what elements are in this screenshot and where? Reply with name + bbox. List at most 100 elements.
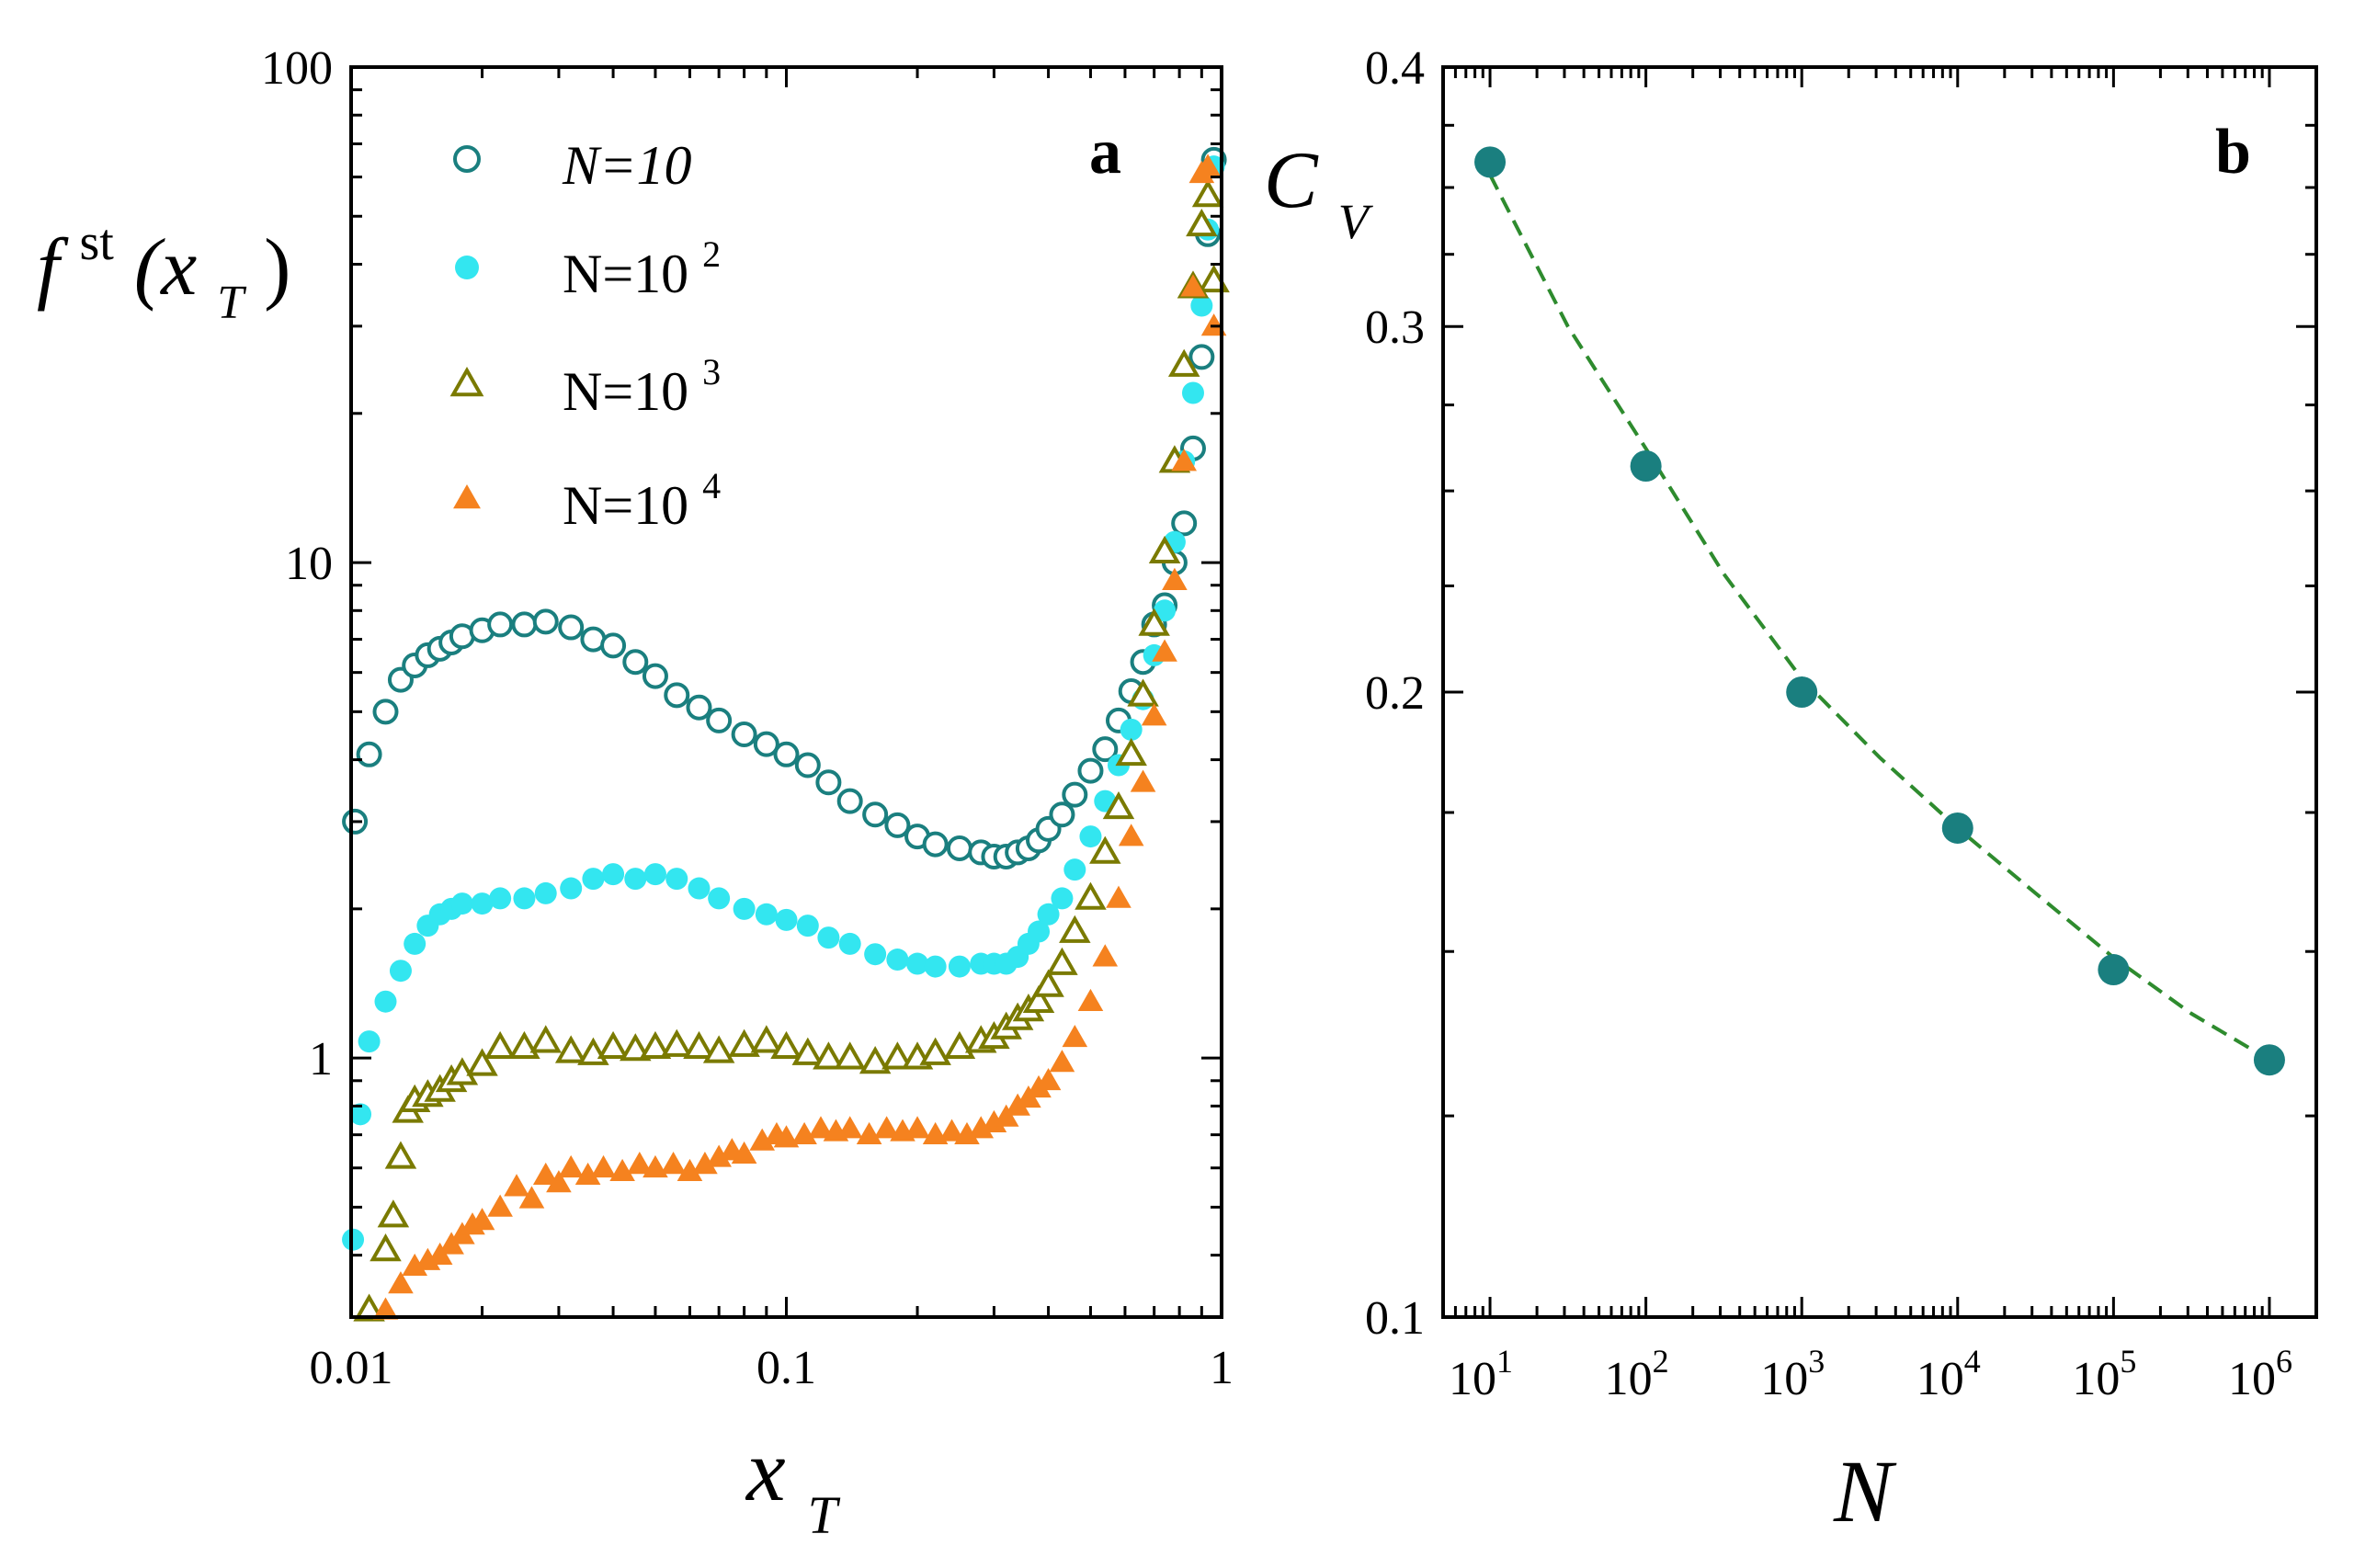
- series-3-point: [731, 1141, 757, 1164]
- series-1-point: [775, 908, 798, 931]
- series-2-point: [1148, 535, 1181, 563]
- series-1-point: [665, 868, 688, 891]
- legend-label-n10000-main: N=10: [563, 475, 688, 536]
- legend-marker-n100: [455, 256, 479, 279]
- series-3-point: [609, 1158, 635, 1182]
- panel-a-tick-labels: 0.01 0.1 1 1 10 100: [261, 42, 1234, 1394]
- series-0-point: [1092, 736, 1119, 763]
- y-tick-label: 0.1: [1365, 1292, 1425, 1345]
- series-2-point: [661, 1028, 693, 1057]
- series-3-point: [873, 1116, 900, 1139]
- series-3-point: [546, 1170, 572, 1193]
- series-2-point: [1191, 179, 1224, 208]
- series-0-point: [642, 663, 668, 689]
- panel-b-ylabel-main: C: [1264, 136, 1319, 225]
- legend-item-n1000: N=10 3: [449, 351, 721, 422]
- series-1-point: [796, 915, 819, 937]
- legend-marker-n10000: [453, 484, 481, 509]
- series-1-point: [471, 892, 494, 915]
- series-2-point: [919, 1037, 951, 1065]
- y-tick-label: 0.2: [1365, 667, 1425, 720]
- series-2-point: [1127, 678, 1159, 707]
- panel-b-tick-labels: 101 102 103 104 105 106 0.1 0.2 0.3 0.4: [1365, 42, 2292, 1405]
- series-0-point: [1077, 757, 1104, 784]
- series-3-point: [791, 1121, 817, 1144]
- series-2-point: [353, 1293, 385, 1322]
- series-3-point: [836, 1116, 863, 1139]
- series-1-point: [924, 955, 947, 978]
- series-2-point: [1059, 915, 1091, 943]
- series-2-point: [791, 1037, 824, 1065]
- series-0-point: [706, 707, 733, 733]
- series-0-point: [946, 835, 972, 861]
- series-1-point: [886, 949, 909, 971]
- series-2-point: [554, 1035, 587, 1063]
- cv-point: [1786, 676, 1818, 708]
- series-1-point: [1120, 718, 1143, 741]
- legend-label-n10-main: N=10: [562, 135, 692, 196]
- series-0-point: [487, 611, 514, 638]
- series-3-point: [1141, 703, 1167, 726]
- series-2-point: [1075, 881, 1107, 910]
- series-3-point: [1035, 1067, 1062, 1091]
- series-0-point: [1049, 801, 1075, 828]
- series-3-point: [808, 1116, 834, 1139]
- series-2-point: [881, 1041, 914, 1070]
- panel-a-xlabel-sub: T: [808, 1485, 841, 1545]
- legend-label-n100-main: N=10: [563, 244, 688, 304]
- legend-label-n1000-sup: 3: [702, 351, 721, 392]
- series-1-point: [1154, 599, 1177, 622]
- legend-label-n10000-sup: 4: [702, 465, 721, 506]
- series-3-point: [904, 1116, 930, 1139]
- legend-marker-0: [453, 145, 481, 173]
- series-2-point: [597, 1030, 630, 1060]
- series-2-point: [728, 1028, 760, 1057]
- series-3-point: [1118, 824, 1144, 846]
- legend-label-n100-sup: 2: [702, 233, 721, 275]
- series-2-point: [620, 1033, 652, 1062]
- series-3-point: [773, 1125, 800, 1148]
- series-0-point: [815, 769, 842, 796]
- series-2-point: [377, 1199, 410, 1228]
- series-3-point: [954, 1121, 980, 1144]
- series-1-point: [404, 932, 426, 955]
- panel-b-xlabel: N: [1833, 1442, 1897, 1540]
- panel-b-ylabel-sub: V: [1338, 194, 1374, 249]
- series-2-point: [1022, 984, 1055, 1014]
- series-1-point: [1079, 825, 1102, 848]
- series-0-point: [686, 694, 712, 721]
- series-3-point: [1106, 885, 1132, 908]
- series-3-point: [1049, 1050, 1075, 1073]
- cv-point: [2098, 954, 2130, 986]
- panel-a-ylabel: f st (x T ): [37, 188, 290, 336]
- series-2-point: [1089, 835, 1121, 864]
- series-0-point: [1171, 510, 1198, 537]
- x-tick-label: 105: [2072, 1343, 2136, 1405]
- cv-point: [2253, 1044, 2285, 1076]
- series-3-point: [504, 1174, 529, 1197]
- series-1-point: [948, 955, 971, 978]
- series-2-point: [683, 1030, 715, 1060]
- series-2-point: [859, 1046, 892, 1074]
- x-tick-label: 0.1: [756, 1342, 816, 1394]
- series-1-point: [688, 877, 711, 900]
- series-1-point: [1063, 858, 1086, 881]
- series-0-point: [862, 801, 889, 828]
- series-2-point: [834, 1041, 866, 1070]
- x-tick-label: 104: [1916, 1343, 1981, 1405]
- series-3-point: [749, 1128, 776, 1151]
- series-0-point: [1062, 781, 1088, 808]
- series-3-point: [706, 1144, 732, 1167]
- series-0-point: [794, 752, 821, 778]
- series-2-point: [770, 1030, 802, 1060]
- series-0-point: [922, 831, 949, 858]
- y-tick-label: 100: [261, 42, 333, 95]
- series-2-point: [466, 1048, 498, 1076]
- panel-b-letter: b: [2215, 117, 2251, 187]
- panel-a-ylabel-sub: T: [217, 277, 246, 329]
- cv-point: [1630, 449, 1662, 482]
- panel-a: 0.01 0.1 1 1 10 100 f st (x T ) x T a N=10: [37, 42, 1234, 1545]
- y-tick-label: 1: [309, 1033, 333, 1085]
- series-1-point: [342, 1228, 365, 1251]
